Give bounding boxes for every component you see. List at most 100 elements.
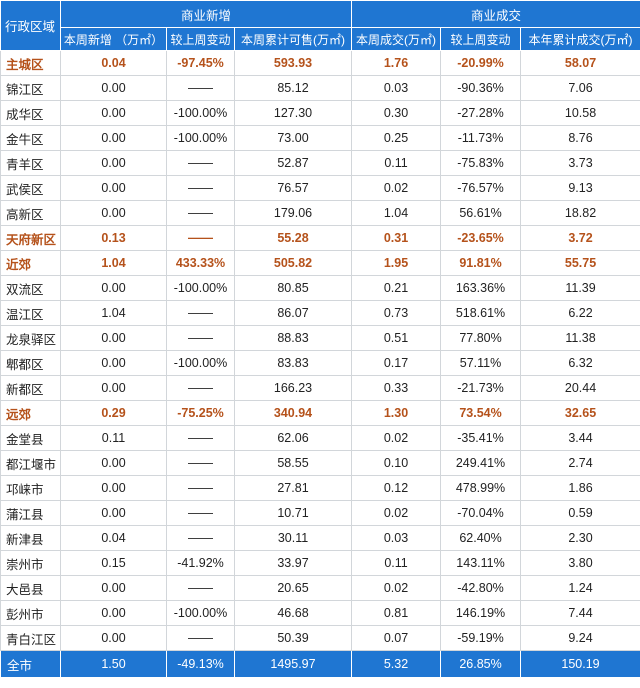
table-cell: 0.21 bbox=[351, 275, 442, 301]
table-cell: 57.11% bbox=[440, 350, 522, 376]
table-cell: 91.81% bbox=[440, 250, 522, 276]
table-cell: 478.99% bbox=[440, 475, 522, 501]
table-cell: 77.80% bbox=[440, 325, 522, 351]
table-cell: -75.83% bbox=[440, 150, 522, 176]
region-name: 新都区 bbox=[0, 375, 61, 401]
table-cell: 0.51 bbox=[351, 325, 442, 351]
table-body: 主城区 0.04 -97.45% 593.93 1.76 -20.99% 58.07 锦江区 0… bbox=[0, 50, 640, 651]
region-name: 主城区 bbox=[0, 50, 61, 76]
table-row: 蒲江县 0.00 —— 10.71 0.02 -70.04% 0.59 bbox=[0, 500, 640, 526]
table-cell: 50.39 bbox=[233, 625, 353, 651]
table-cell: -42.80% bbox=[440, 575, 522, 601]
table-cell: 55.75 bbox=[520, 250, 640, 276]
region-header: 行政区域 bbox=[0, 0, 61, 51]
col-header-ytd-deal: 本年累计成交(万㎡) bbox=[520, 27, 640, 51]
region-name: 锦江区 bbox=[0, 75, 61, 101]
table-cell: 86.07 bbox=[233, 300, 353, 326]
table-cell: —— bbox=[166, 500, 235, 526]
table-cell: 52.87 bbox=[233, 150, 353, 176]
table-cell: —— bbox=[166, 325, 235, 351]
region-name: 都江堰市 bbox=[0, 450, 61, 476]
table-cell: 0.00 bbox=[60, 500, 167, 526]
table-cell: 73.00 bbox=[233, 125, 353, 151]
table-cell: 0.00 bbox=[60, 275, 167, 301]
table-cell: -59.19% bbox=[440, 625, 522, 651]
table-cell: 3.72 bbox=[520, 225, 640, 251]
table-row-subtotal: 近郊 1.04 433.33% 505.82 1.95 91.81% 55.75 bbox=[0, 250, 640, 276]
region-name: 大邑县 bbox=[0, 575, 61, 601]
table-cell: 1.24 bbox=[520, 575, 640, 601]
table-row: 金牛区 0.00 -100.00% 73.00 0.25 -11.73% 8.76 bbox=[0, 125, 640, 151]
table-row: 青羊区 0.00 —— 52.87 0.11 -75.83% 3.73 bbox=[0, 150, 640, 176]
table-cell: 83.83 bbox=[233, 350, 353, 376]
region-name: 成华区 bbox=[0, 100, 61, 126]
table-cell: 76.57 bbox=[233, 175, 353, 201]
table-cell: 27.81 bbox=[233, 475, 353, 501]
table-cell: 146.19% bbox=[440, 600, 522, 626]
table-cell: -100.00% bbox=[166, 275, 235, 301]
table-cell: 0.00 bbox=[60, 450, 167, 476]
table-row: 都江堰市 0.00 —— 58.55 0.10 249.41% 2.74 bbox=[0, 450, 640, 476]
region-name: 青羊区 bbox=[0, 150, 61, 176]
table-cell: 2.74 bbox=[520, 450, 640, 476]
table-cell: —— bbox=[166, 475, 235, 501]
table-cell: 0.31 bbox=[351, 225, 442, 251]
table-row: 武侯区 0.00 —— 76.57 0.02 -76.57% 9.13 bbox=[0, 175, 640, 201]
table-cell: 0.00 bbox=[60, 100, 167, 126]
table-cell: 179.06 bbox=[233, 200, 353, 226]
region-name: 邛崃市 bbox=[0, 475, 61, 501]
table-cell: 0.17 bbox=[351, 350, 442, 376]
table-cell: 0.02 bbox=[351, 575, 442, 601]
table-cell: 0.15 bbox=[60, 550, 167, 576]
table-cell: 58.55 bbox=[233, 450, 353, 476]
region-name: 青白江区 bbox=[0, 625, 61, 651]
region-name: 双流区 bbox=[0, 275, 61, 301]
table-cell: 55.28 bbox=[233, 225, 353, 251]
region-name: 远郊 bbox=[0, 400, 61, 426]
table-cell: —— bbox=[166, 375, 235, 401]
table-cell: 518.61% bbox=[440, 300, 522, 326]
table-cell: 0.07 bbox=[351, 625, 442, 651]
table-cell: —— bbox=[166, 150, 235, 176]
table-cell: -100.00% bbox=[166, 350, 235, 376]
table-cell: 0.00 bbox=[60, 375, 167, 401]
table-row: 郫都区 0.00 -100.00% 83.83 0.17 57.11% 6.32 bbox=[0, 350, 640, 376]
region-name: 天府新区 bbox=[0, 225, 61, 251]
table-cell: 163.36% bbox=[440, 275, 522, 301]
region-name: 高新区 bbox=[0, 200, 61, 226]
table-cell: 127.30 bbox=[233, 100, 353, 126]
table-cell: 249.41% bbox=[440, 450, 522, 476]
table-row-subtotal: 主城区 0.04 -97.45% 593.93 1.76 -20.99% 58.07 bbox=[0, 50, 640, 76]
table-cell: 18.82 bbox=[520, 200, 640, 226]
table-cell: -75.25% bbox=[166, 400, 235, 426]
table-cell: 0.00 bbox=[60, 600, 167, 626]
table-cell: -27.28% bbox=[440, 100, 522, 126]
table-cell: 80.85 bbox=[233, 275, 353, 301]
table-cell: 1.86 bbox=[520, 475, 640, 501]
table-cell: 0.30 bbox=[351, 100, 442, 126]
table-row: 高新区 0.00 —— 179.06 1.04 56.61% 18.82 bbox=[0, 200, 640, 226]
region-name: 近郊 bbox=[0, 250, 61, 276]
table-cell: 1.30 bbox=[351, 400, 442, 426]
table-row: 金堂县 0.11 —— 62.06 0.02 -35.41% 3.44 bbox=[0, 425, 640, 451]
table-cell: 0.13 bbox=[60, 225, 167, 251]
table-cell: 85.12 bbox=[233, 75, 353, 101]
table-cell: 1.04 bbox=[351, 200, 442, 226]
region-name: 温江区 bbox=[0, 300, 61, 326]
table-row: 邛崃市 0.00 —— 27.81 0.12 478.99% 1.86 bbox=[0, 475, 640, 501]
region-name: 崇州市 bbox=[0, 550, 61, 576]
table-cell: 0.59 bbox=[520, 500, 640, 526]
total-cell: 1495.97 bbox=[233, 650, 353, 678]
col-header-weekly-new: 本周新增 （万㎡） bbox=[60, 27, 167, 51]
table-cell: 3.80 bbox=[520, 550, 640, 576]
table-cell: 0.11 bbox=[60, 425, 167, 451]
table-cell: 62.40% bbox=[440, 525, 522, 551]
table-cell: —— bbox=[166, 300, 235, 326]
table-cell: 9.24 bbox=[520, 625, 640, 651]
table-cell: —— bbox=[166, 625, 235, 651]
table-cell: -100.00% bbox=[166, 600, 235, 626]
table-row-subtotal: 远郊 0.29 -75.25% 340.94 1.30 73.54% 32.65 bbox=[0, 400, 640, 426]
table-cell: -23.65% bbox=[440, 225, 522, 251]
table-row: 彭州市 0.00 -100.00% 46.68 0.81 146.19% 7.44 bbox=[0, 600, 640, 626]
table-cell: 0.00 bbox=[60, 625, 167, 651]
